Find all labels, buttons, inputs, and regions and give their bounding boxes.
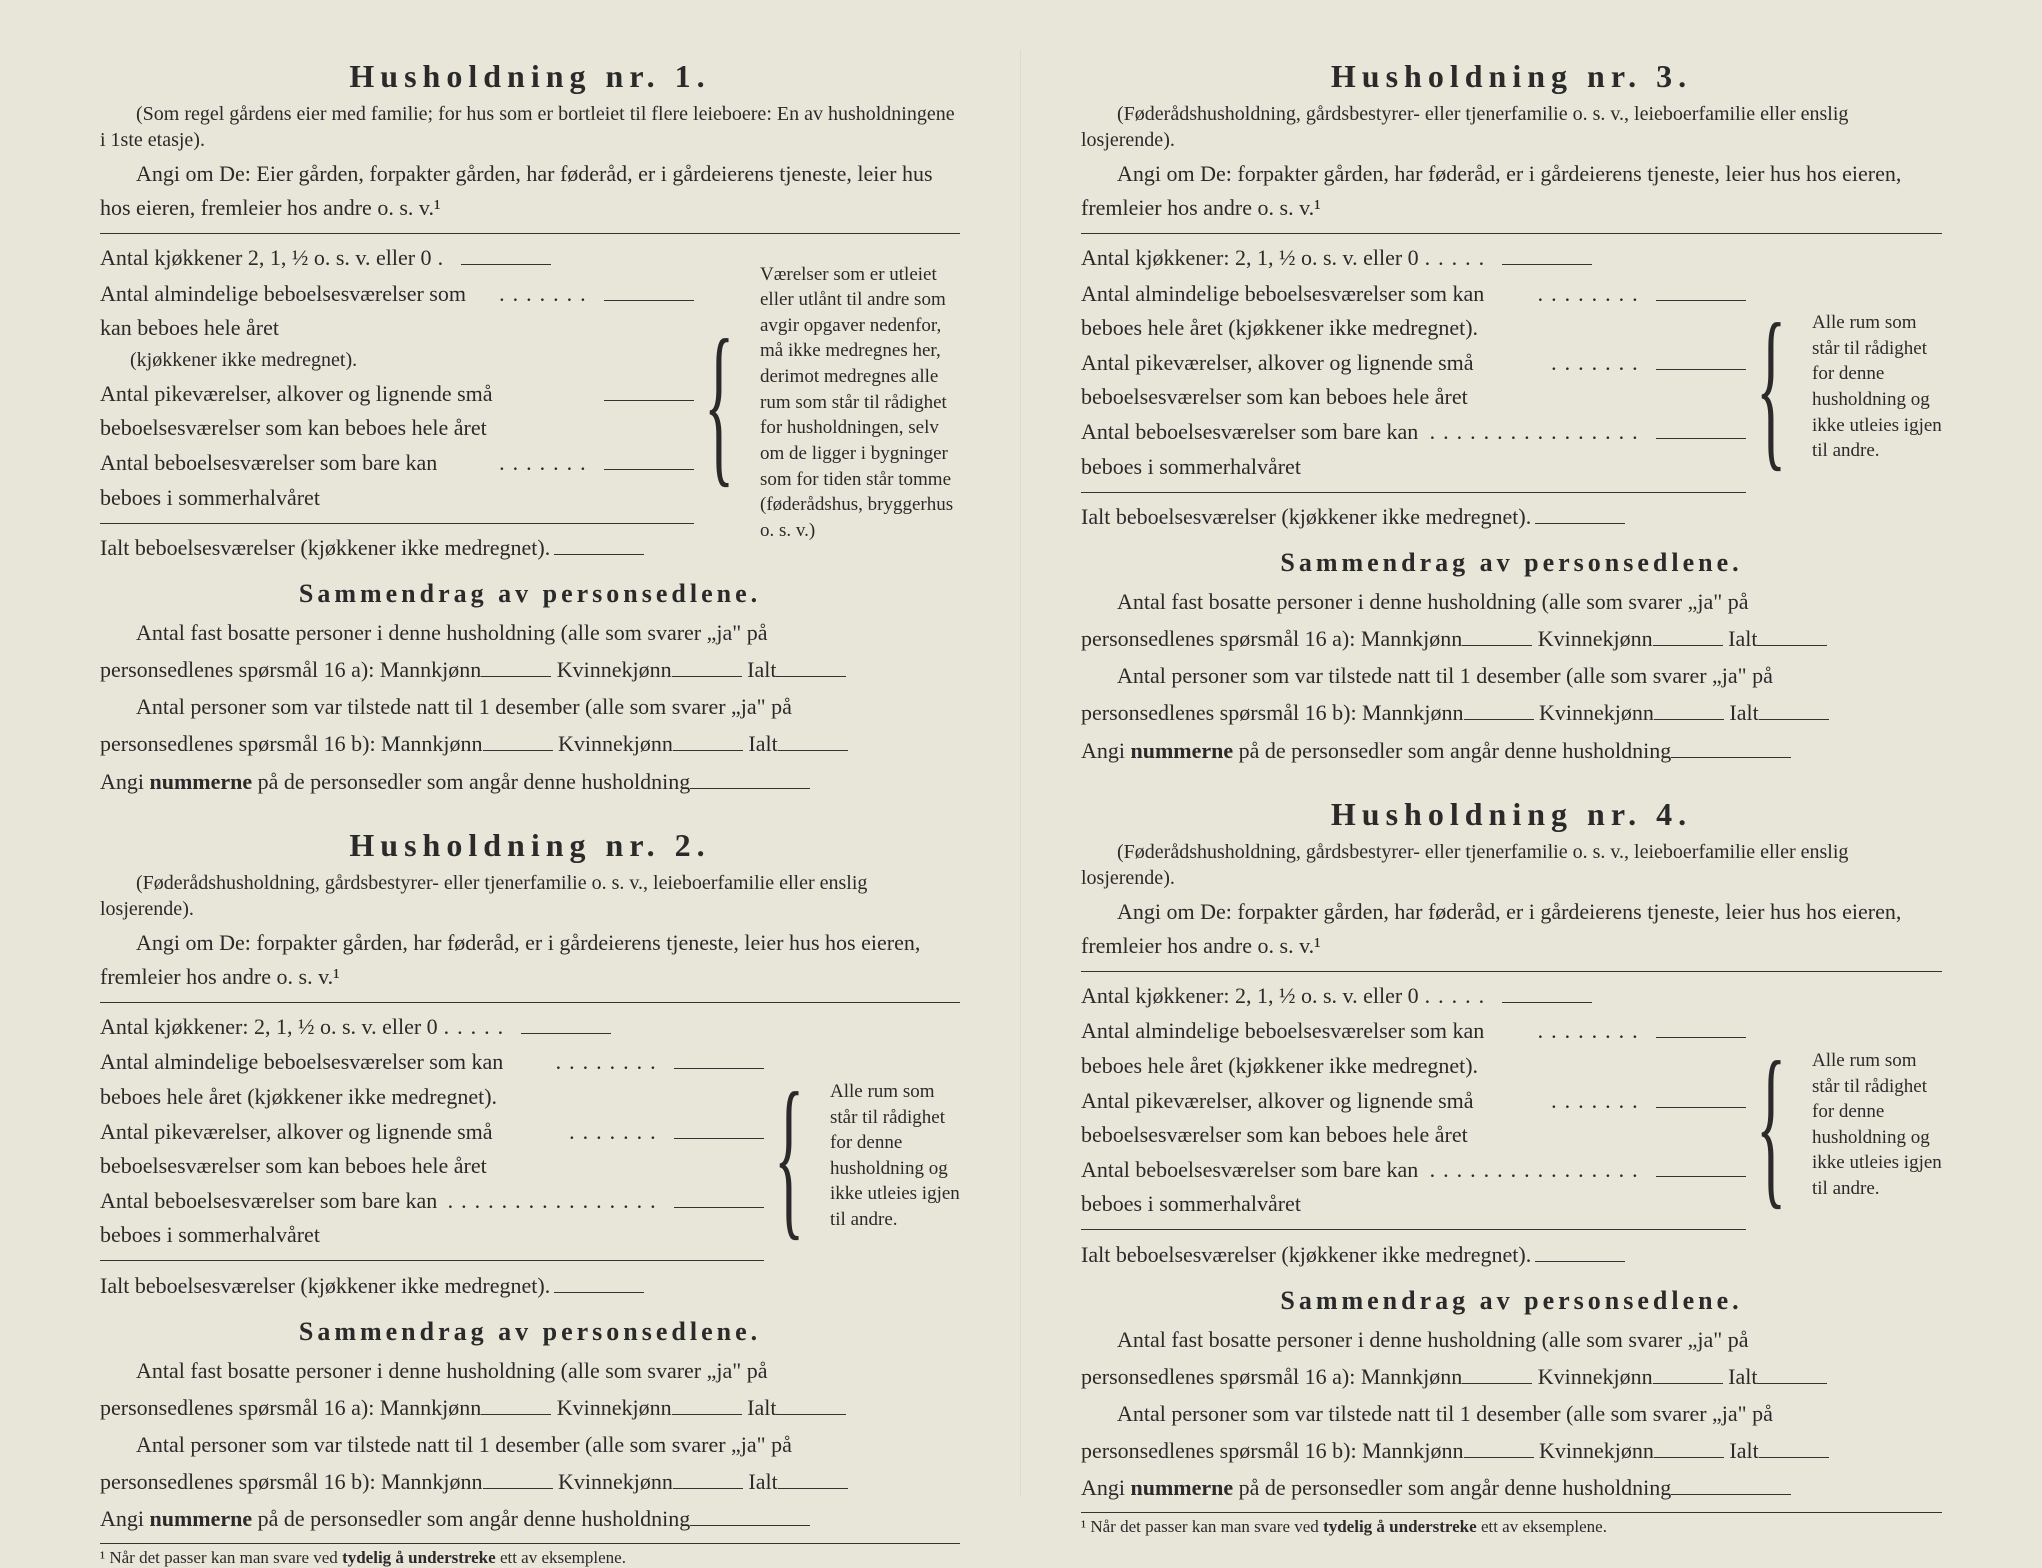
fields-h3: Antal kjøkkener: 2, 1, ½ o. s. v. eller …: [1081, 240, 1942, 534]
question-h2: Angi om De: forpakter gården, har føderå…: [100, 926, 960, 994]
brace-icon: {: [1756, 1062, 1786, 1188]
summ-2a: Antal personer som var tilstede natt til…: [100, 689, 960, 724]
footnote-left: ¹ Når det passer kan man svare ved tydel…: [100, 1543, 960, 1568]
document-spread: Husholdning nr. 1. (Som regel gårdens ei…: [0, 0, 2042, 1536]
brace-icon: {: [774, 1093, 804, 1219]
section-household-2: Husholdning nr. 2. (Føderådshusholdning,…: [100, 827, 960, 1568]
heading-h2: Husholdning nr. 2.: [100, 827, 960, 864]
question-h3: Angi om De: forpakter gården, har føderå…: [1081, 157, 1942, 225]
intro-h2: (Føderådshusholdning, gårdsbestyrer- ell…: [100, 870, 960, 922]
summ-2b: personsedlenes spørsmål 16 b): Mannkjønn…: [100, 726, 960, 761]
section-household-3: Husholdning nr. 3. (Føderådshusholdning,…: [1081, 58, 1942, 768]
summary-heading-2: Sammendrag av personsedlene.: [100, 1317, 960, 1347]
heading-h1: Husholdning nr. 1.: [100, 58, 960, 95]
fields-h4: Antal kjøkkener: 2, 1, ½ o. s. v. eller …: [1081, 978, 1942, 1272]
f1-blank[interactable]: [461, 240, 551, 265]
total-label: Ialt beboelsesværelser (kjøkkener ikke m…: [100, 531, 550, 565]
rule: [100, 233, 960, 234]
left-page: Husholdning nr. 1. (Som regel gårdens ei…: [40, 50, 1021, 1496]
f4-blank[interactable]: [604, 445, 694, 470]
fields-h2: Antal kjøkkener: 2, 1, ½ o. s. v. eller …: [100, 1009, 960, 1303]
brace-icon: {: [1756, 324, 1786, 450]
heading-h4: Husholdning nr. 4.: [1081, 796, 1942, 833]
f2-label: Antal almindelige beboelsesværelser som …: [100, 277, 493, 345]
fields-h1: Antal kjøkkener 2, 1, ½ o. s. v. eller 0…: [100, 240, 960, 565]
intro-h3: (Føderådshusholdning, gårdsbestyrer- ell…: [1081, 101, 1942, 153]
question-h4: Angi om De: forpakter gården, har føderå…: [1081, 895, 1942, 963]
intro-h1: (Som regel gårdens eier med familie; for…: [100, 101, 960, 153]
f4-label: Antal beboelsesværelser som bare kan beb…: [100, 446, 493, 514]
brace-icon: {: [704, 340, 734, 466]
aside-h1: Værelser som er utleiet eller utlånt til…: [760, 262, 960, 544]
intro-h4: (Føderådshusholdning, gårdsbestyrer- ell…: [1081, 839, 1942, 891]
summary-heading-3: Sammendrag av personsedlene.: [1081, 548, 1942, 578]
f1-label: Antal kjøkkener 2, 1, ½ o. s. v. eller 0: [100, 241, 432, 275]
f3-blank[interactable]: [604, 376, 694, 401]
aside-h2: Alle rum som står til rådighet for denne…: [830, 1079, 960, 1233]
section-household-1: Husholdning nr. 1. (Som regel gårdens ei…: [100, 58, 960, 799]
f3-label: Antal pikeværelser, alkover og lignende …: [100, 377, 600, 445]
summ-1a: Antal fast bosatte personer i denne hush…: [100, 615, 960, 650]
summ-1b: personsedlenes spørsmål 16 a): Mannkjønn…: [100, 652, 960, 687]
f2-note: (kjøkkener ikke medregnet).: [100, 345, 694, 376]
total-blank[interactable]: [554, 530, 644, 555]
aside-h4: Alle rum som står til rådighet for denne…: [1812, 1048, 1942, 1202]
summ-3: Angi nummerne på de personsedler som ang…: [100, 764, 960, 799]
footnote-right: ¹ Når det passer kan man svare ved tydel…: [1081, 1512, 1942, 1537]
section-household-4: Husholdning nr. 4. (Føderådshusholdning,…: [1081, 796, 1942, 1537]
heading-h3: Husholdning nr. 3.: [1081, 58, 1942, 95]
summary-heading-1: Sammendrag av personsedlene.: [100, 579, 960, 609]
right-page: Husholdning nr. 3. (Føderådshusholdning,…: [1021, 50, 2002, 1496]
summary-heading-4: Sammendrag av personsedlene.: [1081, 1286, 1942, 1316]
f2-blank[interactable]: [604, 275, 694, 300]
aside-h3: Alle rum som står til rådighet for denne…: [1812, 310, 1942, 464]
question-h1: Angi om De: Eier gården, forpakter gårde…: [100, 157, 960, 225]
